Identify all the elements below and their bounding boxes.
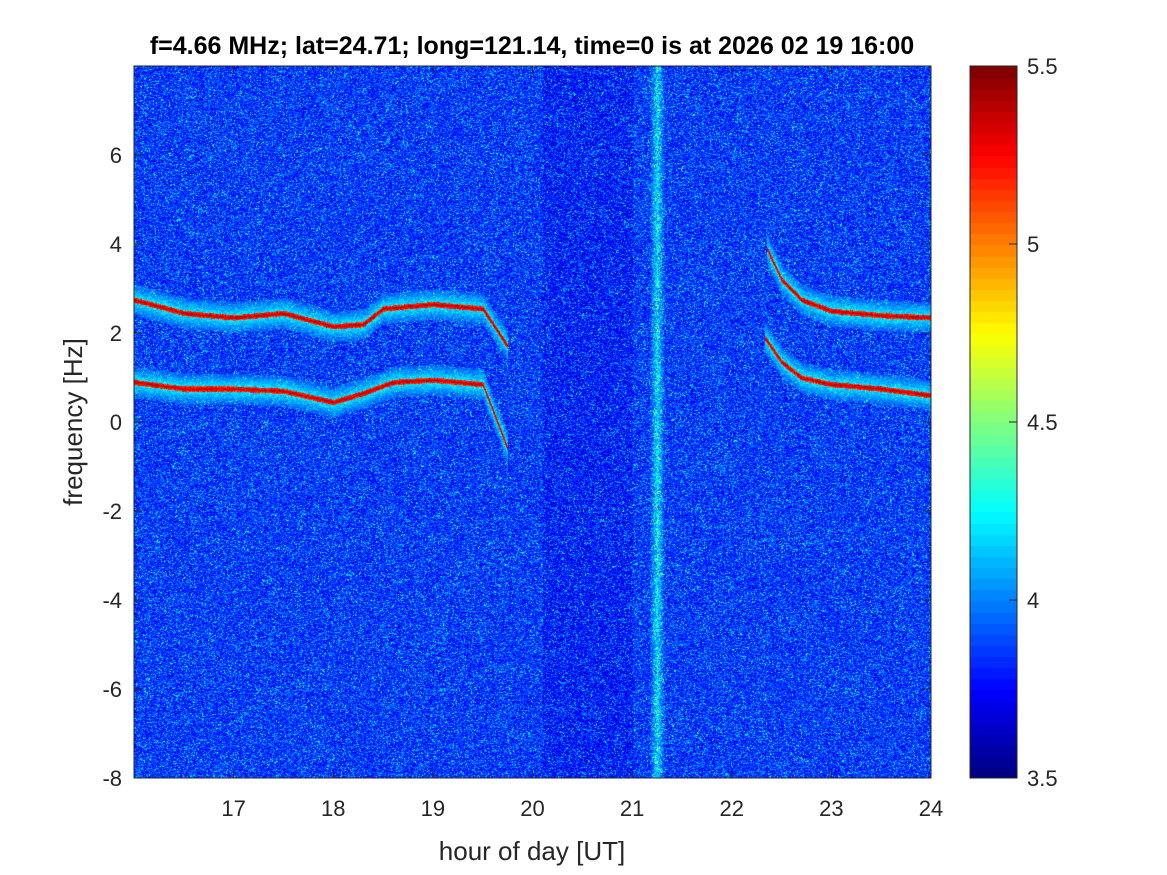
x-tick-label: 17 <box>221 796 245 821</box>
spectrogram-image <box>134 66 931 778</box>
y-tick-label: 0 <box>110 410 122 435</box>
y-tick-label: -6 <box>102 677 122 702</box>
y-tick-label: 6 <box>110 143 122 168</box>
x-tick-label: 20 <box>520 796 544 821</box>
chart-title: f=4.66 MHz; lat=24.71; long=121.14, time… <box>150 32 914 60</box>
x-tick-label: 18 <box>321 796 345 821</box>
y-tick-label: -4 <box>102 588 122 613</box>
colorbar-tick-label: 4.5 <box>1027 410 1058 435</box>
x-tick-label: 22 <box>720 796 744 821</box>
colorbar-tick-label: 5.5 <box>1027 54 1058 79</box>
y-tick-label: -8 <box>102 766 122 791</box>
y-tick-label: 2 <box>110 321 122 346</box>
y-tick-label: -2 <box>102 499 122 524</box>
plot-frame <box>133 65 932 779</box>
colorbar-tick-label: 3.5 <box>1027 766 1058 791</box>
y-axis-label: frequency [Hz] <box>58 338 88 506</box>
y-tick-label: 4 <box>110 232 122 257</box>
x-tick-label: 19 <box>421 796 445 821</box>
colorbar-tick-label: 5 <box>1027 232 1039 257</box>
x-axis-label: hour of day [UT] <box>439 836 625 866</box>
x-tick-label: 24 <box>919 796 943 821</box>
colorbar-tick-label: 4 <box>1027 588 1039 613</box>
colorbar-frame <box>969 65 1018 779</box>
x-tick-label: 21 <box>620 796 644 821</box>
x-tick-label: 23 <box>819 796 843 821</box>
